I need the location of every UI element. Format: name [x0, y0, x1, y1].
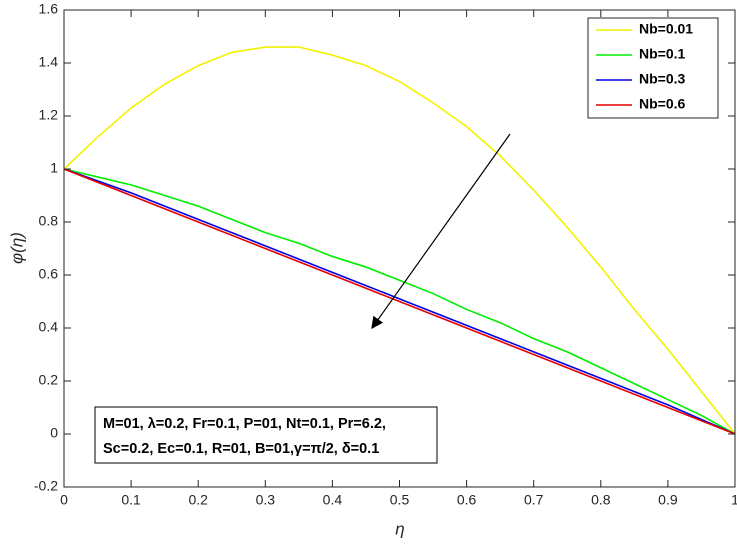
- annotation: M=01, λ=0.2, Fr=0.1, P=01, Nt=0.1, Pr=6.…: [103, 416, 386, 432]
- legend-label: Nb=0.6: [639, 96, 686, 112]
- y-tick-label: 0.2: [39, 372, 59, 388]
- x-tick-label: 0.5: [390, 492, 410, 508]
- y-tick-label: 1.4: [39, 54, 59, 70]
- line-series: [63, 168, 736, 435]
- annotation: Sc=0.2, Ec=0.1, R=01, B=01,γ=π/2, δ=0.1: [103, 441, 379, 457]
- legend-label: Nb=0.3: [639, 71, 686, 87]
- y-axis-label: φ(η): [7, 232, 26, 264]
- x-axis-label: η: [395, 519, 404, 538]
- legend-box: [587, 17, 719, 119]
- line-series: [63, 168, 736, 435]
- y-tick-label: 0: [50, 425, 58, 441]
- y-tick-label: -0.2: [34, 478, 58, 494]
- x-tick-label: 0.2: [188, 492, 208, 508]
- y-tick-label: 0.6: [39, 266, 59, 282]
- x-tick-label: 0.3: [256, 492, 276, 508]
- y-tick-label: 1.2: [39, 107, 59, 123]
- legend-label: Nb=0.01: [639, 21, 693, 37]
- x-tick-label: 0.8: [591, 492, 611, 508]
- x-tick-label: 0.6: [457, 492, 477, 508]
- line-series: [63, 168, 736, 435]
- line-series: [63, 46, 736, 435]
- y-tick-label: 0.4: [39, 319, 59, 335]
- x-tick-label: 0: [60, 492, 68, 508]
- annotation-box: [94, 406, 438, 464]
- x-tick-label: 0.4: [323, 492, 343, 508]
- trend-arrow: [371, 133, 511, 329]
- y-tick-label: 1.6: [39, 1, 59, 17]
- y-tick-label: 1: [50, 160, 58, 176]
- x-tick-label: 0.1: [121, 492, 141, 508]
- y-tick-label: 0.8: [39, 213, 59, 229]
- x-tick-label: 0.7: [524, 492, 544, 508]
- x-tick-label: 0.9: [658, 492, 678, 508]
- x-tick-label: 1: [731, 492, 737, 508]
- legend-label: Nb=0.1: [639, 46, 686, 62]
